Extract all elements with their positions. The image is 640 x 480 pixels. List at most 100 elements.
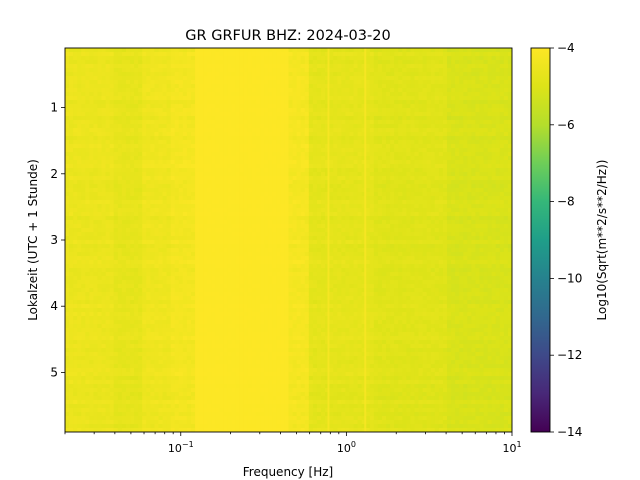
spectrogram-cell <box>272 120 277 125</box>
spectrogram-cell <box>101 92 107 97</box>
spectrogram-cell <box>117 384 123 389</box>
spectrogram-cell <box>207 220 212 225</box>
spectrogram-cell <box>158 372 164 377</box>
spectrogram-cell <box>219 252 225 257</box>
spectrogram-cell <box>195 224 200 229</box>
spectrogram-cell <box>101 364 107 369</box>
spectrogram-cell <box>264 84 269 89</box>
spectrogram-cell <box>134 380 139 385</box>
spectrogram-cell <box>182 408 188 413</box>
spectrogram-cell <box>170 416 176 421</box>
spectrogram-cell <box>264 132 269 137</box>
spectrogram-cell <box>231 424 237 429</box>
spectrogram-cell <box>85 144 90 149</box>
spectrogram-cell <box>231 64 237 69</box>
spectrogram-cell <box>69 132 74 137</box>
spectrogram-cell <box>215 112 221 117</box>
spectrogram-cell <box>215 136 221 141</box>
spectrogram-cell <box>219 248 225 253</box>
spectrogram-cell <box>89 384 95 389</box>
spectrogram-cell <box>130 52 135 57</box>
spectrogram-cell <box>69 388 74 393</box>
spectrogram-cell <box>190 344 196 349</box>
spectrogram-cell <box>158 208 164 213</box>
spectrogram-cell <box>203 248 208 253</box>
spectrogram-cell <box>162 424 168 429</box>
spectrogram-cell <box>223 188 229 193</box>
spectrogram-cell <box>215 308 221 313</box>
spectrogram-cell <box>211 400 216 405</box>
spectrogram-cell <box>195 164 200 169</box>
spectrogram-cell <box>121 220 127 225</box>
spectrogram-cell <box>178 356 184 361</box>
spectrogram-cell <box>121 244 127 249</box>
spectrogram-cell <box>239 372 245 377</box>
spectrogram-cell <box>215 352 221 357</box>
spectrogram-cell <box>174 216 180 221</box>
spectrogram-cell <box>121 204 127 209</box>
spectrogram-cell <box>138 332 143 337</box>
spectrogram-cell <box>268 300 273 305</box>
spectrogram-cell <box>150 100 155 105</box>
spectrogram-cell <box>97 200 103 205</box>
spectrogram-cell <box>223 104 229 109</box>
spectrogram-cell <box>121 332 127 337</box>
spectrogram-cell <box>69 144 74 149</box>
spectrogram-cell <box>101 164 107 169</box>
spectrogram-cell <box>101 424 107 429</box>
spectrogram-cell <box>207 216 212 221</box>
spectrogram-cell <box>219 408 225 413</box>
spectrogram-cell <box>85 220 90 225</box>
spectrogram-cell <box>186 60 192 65</box>
spectrogram-cell <box>243 388 249 393</box>
spectrogram-cell <box>97 76 103 81</box>
spectrogram-cell <box>170 164 176 169</box>
spectrogram-cell <box>166 404 172 409</box>
spectrogram-cell <box>243 192 249 197</box>
spectrogram-cell <box>101 120 107 125</box>
spectrogram-cell <box>138 384 143 389</box>
spectrogram-cell <box>85 232 90 237</box>
spectrogram-cell <box>243 360 249 365</box>
spectrogram-cell <box>211 420 216 425</box>
spectrogram-cell <box>211 264 216 269</box>
spectrogram-cells <box>65 48 512 432</box>
spectrogram-cell <box>73 80 78 85</box>
spectrogram-cell <box>125 124 131 129</box>
spectrogram-cell <box>174 200 180 205</box>
spectrogram-cell <box>199 64 204 69</box>
spectrogram-cell <box>69 84 74 89</box>
spectrogram-cell <box>125 108 131 113</box>
spectrogram-cell <box>170 180 176 185</box>
spectrogram-cell <box>146 84 151 89</box>
spectrogram-cell <box>203 204 208 209</box>
spectrogram-cell <box>125 332 131 337</box>
spectrogram-cell <box>207 160 212 165</box>
spectrogram-cell <box>178 344 184 349</box>
spectrogram-cell <box>69 396 74 401</box>
spectrogram-cell <box>207 412 212 417</box>
spectrogram-cell <box>154 420 160 425</box>
spectrogram-cell <box>231 204 237 209</box>
spectrogram-cell <box>227 144 233 149</box>
spectrogram-cell <box>223 48 229 53</box>
spectrogram-cell <box>85 408 90 413</box>
spectrogram-cell <box>154 328 160 333</box>
spectrogram-cell <box>109 332 115 337</box>
spectrogram-cell <box>272 204 277 209</box>
spectrogram-cell <box>260 184 265 189</box>
spectrogram-cell <box>162 104 168 109</box>
spectrogram-cell <box>264 268 269 273</box>
spectrogram-cell <box>255 56 261 61</box>
spectrogram-cell <box>199 184 204 189</box>
spectrogram-cell <box>121 212 127 217</box>
spectrogram-cell <box>162 276 168 281</box>
spectrogram-cell <box>158 296 164 301</box>
spectrogram-cell <box>268 92 273 97</box>
spectrogram-cell <box>130 320 135 325</box>
spectrogram-cell <box>219 76 225 81</box>
spectrogram-cell <box>182 72 188 77</box>
spectrogram-cell <box>81 140 86 145</box>
spectrogram-cell <box>105 188 111 193</box>
spectrogram-cell <box>235 420 241 425</box>
